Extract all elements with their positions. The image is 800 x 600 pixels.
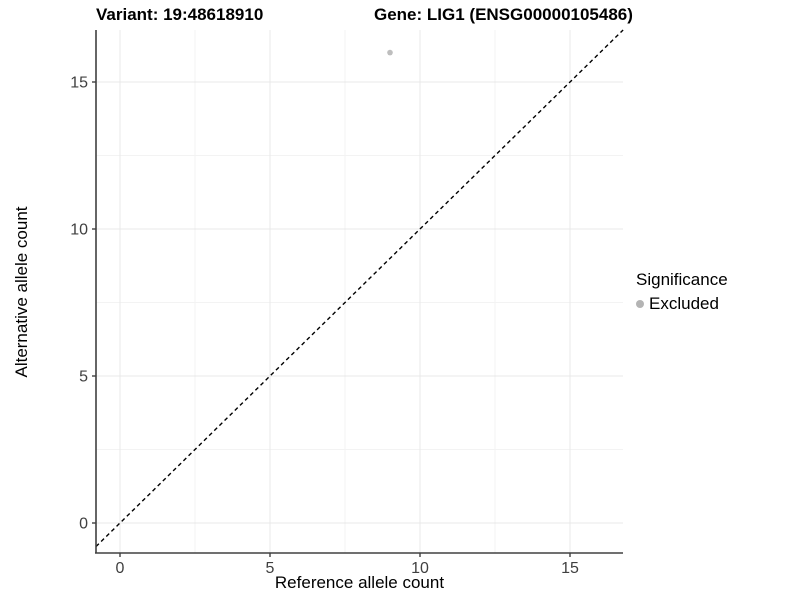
legend-item: Excluded: [636, 294, 728, 314]
plot-title-gene: Gene: LIG1 (ENSG00000105486): [374, 5, 633, 24]
identity-dashed-line: [95, 29, 624, 548]
x-tick-label: 15: [561, 560, 579, 577]
y-tick-label: 10: [70, 222, 88, 239]
x-axis-label: Reference allele count: [274, 573, 445, 592]
x-tick-label: 0: [116, 560, 125, 577]
legend: Significance Excluded: [636, 270, 728, 314]
data-point: [387, 49, 393, 56]
legend-item-label: Excluded: [649, 294, 719, 313]
y-tick-label: 15: [70, 75, 88, 92]
plot-title-variant: Variant: 19:48618910: [96, 5, 264, 24]
y-tick-label: 5: [79, 369, 88, 386]
x-tick-label: 10: [411, 560, 429, 577]
x-tick-label: 5: [266, 560, 275, 577]
y-axis-label: Alternative allele count: [12, 206, 31, 378]
legend-title: Significance: [636, 270, 728, 289]
legend-point-icon: [636, 300, 644, 308]
y-tick-label: 0: [79, 516, 88, 533]
